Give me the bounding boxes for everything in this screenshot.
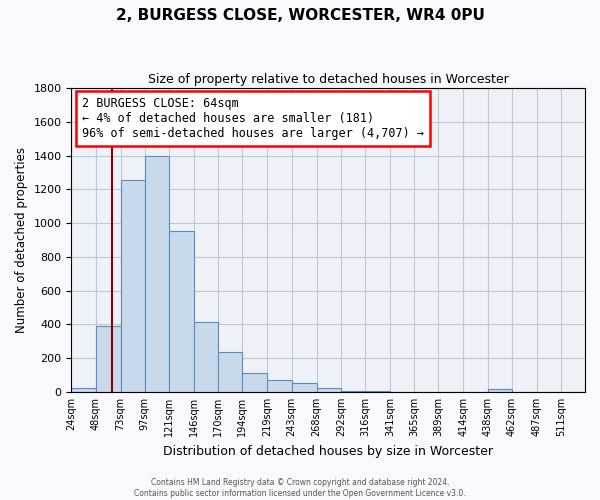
- Bar: [341, 391, 365, 392]
- Bar: [218, 352, 242, 392]
- Title: Size of property relative to detached houses in Worcester: Size of property relative to detached ho…: [148, 72, 509, 86]
- Bar: [145, 156, 169, 392]
- Bar: [242, 374, 268, 392]
- Y-axis label: Number of detached properties: Number of detached properties: [15, 147, 28, 333]
- Bar: [365, 391, 390, 392]
- Bar: [488, 390, 512, 392]
- Text: 2 BURGESS CLOSE: 64sqm
← 4% of detached houses are smaller (181)
96% of semi-det: 2 BURGESS CLOSE: 64sqm ← 4% of detached …: [82, 97, 424, 140]
- Bar: [268, 380, 292, 392]
- Bar: [71, 388, 95, 392]
- Bar: [292, 384, 317, 392]
- X-axis label: Distribution of detached houses by size in Worcester: Distribution of detached houses by size …: [163, 444, 493, 458]
- Bar: [169, 230, 194, 392]
- Bar: [121, 180, 145, 392]
- Bar: [317, 388, 341, 392]
- Bar: [194, 322, 218, 392]
- Text: Contains HM Land Registry data © Crown copyright and database right 2024.
Contai: Contains HM Land Registry data © Crown c…: [134, 478, 466, 498]
- Bar: [95, 326, 121, 392]
- Text: 2, BURGESS CLOSE, WORCESTER, WR4 0PU: 2, BURGESS CLOSE, WORCESTER, WR4 0PU: [116, 8, 484, 22]
